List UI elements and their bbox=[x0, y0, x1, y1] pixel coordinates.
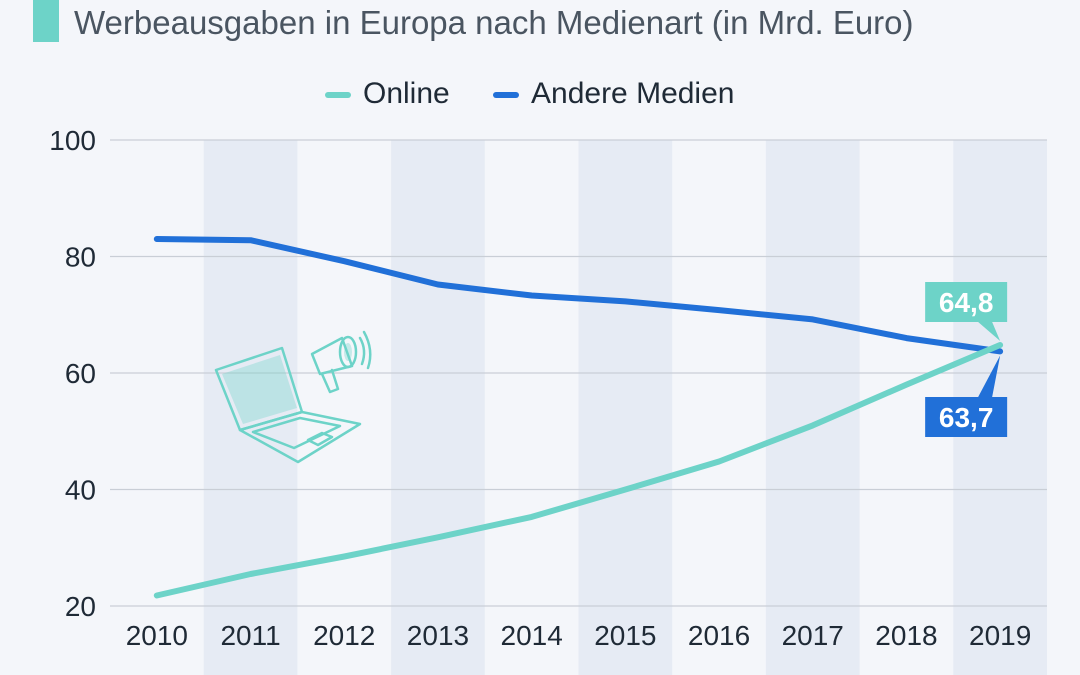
points-online bbox=[156, 344, 1001, 596]
y-tick-label-80: 80 bbox=[65, 242, 96, 273]
x-tick-label-2011: 2011 bbox=[220, 620, 280, 651]
end-label-online-box bbox=[925, 282, 1008, 342]
y-tick-label-60: 60 bbox=[65, 358, 96, 389]
year-band-2017 bbox=[765, 140, 860, 675]
year-bands bbox=[203, 140, 1047, 675]
year-band-2011 bbox=[203, 140, 298, 675]
legend-swatch-online bbox=[325, 92, 351, 98]
x-tick-label-2016: 2016 bbox=[688, 620, 750, 651]
x-tick-label-2019: 2019 bbox=[969, 620, 1031, 651]
year-band-2015 bbox=[578, 140, 673, 675]
x-tick-label-2014: 2014 bbox=[501, 620, 563, 651]
chart-title: Werbeausgaben in Europa nach Medienart (… bbox=[74, 4, 914, 41]
legend-label-online: Online bbox=[363, 77, 450, 110]
title-accent-bar bbox=[33, 0, 59, 42]
x-tick-label-2018: 2018 bbox=[875, 620, 937, 651]
end-label-andere-medien-box bbox=[925, 355, 1008, 437]
end-label-andere-medien: 63,7 bbox=[925, 355, 1008, 437]
legend: Online Andere Medien bbox=[0, 74, 1080, 114]
y-tick-label-20: 20 bbox=[65, 591, 96, 622]
points-andere-medien bbox=[156, 238, 1001, 352]
series-line-online bbox=[153, 342, 1004, 599]
legend-swatch-andere-medien bbox=[493, 92, 519, 98]
x-tick-label-2013: 2013 bbox=[407, 620, 469, 651]
illustration bbox=[214, 330, 372, 464]
megaphone-icon bbox=[310, 330, 372, 394]
x-axis-ticks: 2010 2011 2012 2013 2014 2015 2016 2017 2018 2019 bbox=[126, 620, 1032, 651]
y-tick-label-40: 40 bbox=[65, 475, 96, 506]
y-tick-label-100: 100 bbox=[49, 125, 96, 156]
x-tick-label-2017: 2017 bbox=[782, 620, 844, 651]
x-tick-label-2010: 2010 bbox=[126, 620, 188, 651]
end-label-online-text: 64,8 bbox=[939, 287, 994, 318]
end-label-online: 64,8 bbox=[925, 282, 1008, 342]
x-tick-label-2015: 2015 bbox=[594, 620, 656, 651]
laptop-icon bbox=[214, 346, 362, 464]
year-band-2013 bbox=[391, 140, 485, 675]
x-tick-label-2012: 2012 bbox=[313, 620, 375, 651]
gridlines bbox=[110, 139, 1047, 607]
series-line-andere-medien bbox=[153, 236, 1004, 355]
legend-label-andere-medien: Andere Medien bbox=[531, 77, 735, 110]
end-label-andere-medien-text: 63,7 bbox=[939, 402, 994, 433]
y-axis-ticks: 20 40 60 80 100 bbox=[49, 125, 96, 622]
